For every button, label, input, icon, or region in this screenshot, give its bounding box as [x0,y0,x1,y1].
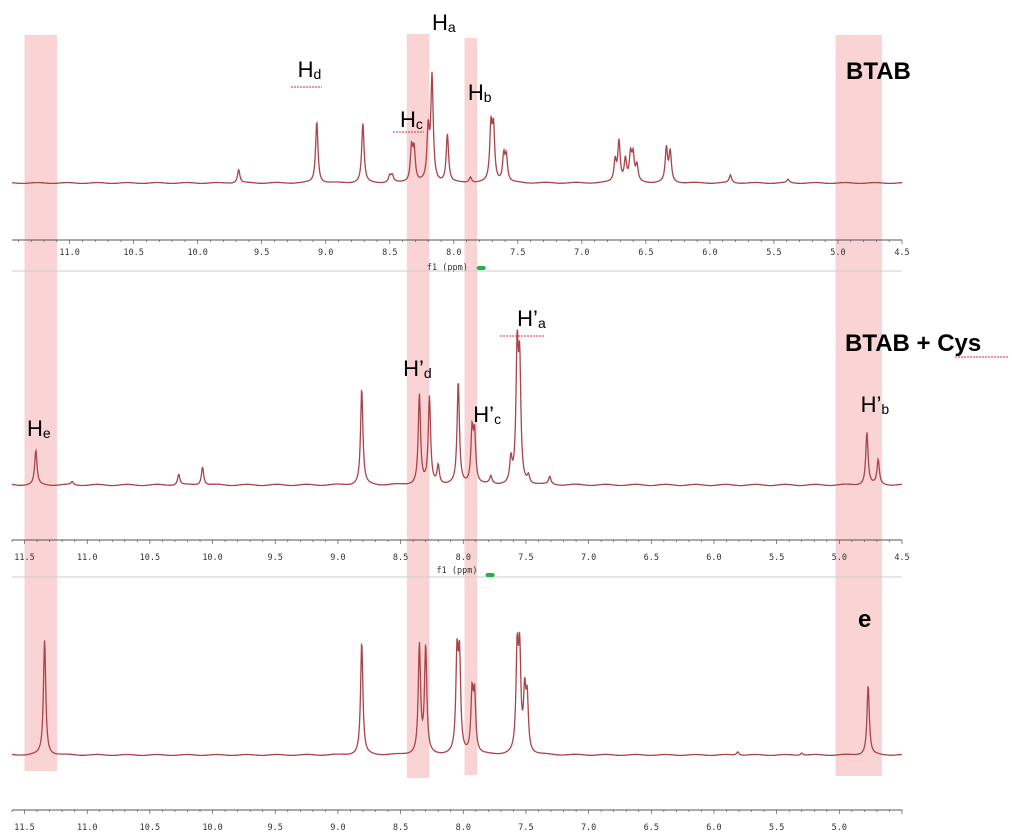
x-tick-label: 9.5 [268,823,283,833]
x-tick-label: 11.5 [14,823,34,833]
x-tick-label: 7.5 [510,248,525,258]
peak-label: Hb [468,80,492,105]
x-tick-label: 7.0 [574,248,589,258]
x-tick-label: 6.5 [638,248,653,258]
panel-title-btab: BTAB [846,58,911,85]
x-tick-label: 8.5 [393,823,408,833]
x-tick-label: 10.0 [187,248,207,258]
panel-title-btab-cys: BTAB + Cys [845,330,981,357]
x-tick-label: 5.5 [769,823,784,833]
highlight-bands [24,34,882,778]
x-tick-label: 7.5 [518,553,533,563]
peak-label: H’d [403,356,432,381]
x-tick-label: 5.0 [830,248,845,258]
highlight-band [24,35,58,771]
x-tick-label: 6.0 [706,823,721,833]
x-tick-label: 11.0 [77,823,97,833]
x-tick-label: 8.0 [456,553,471,563]
x-tick-label: 5.5 [766,248,781,258]
spectrum-panels: 11.0 10.5 10.0 9.5 9.0 8.5 8.0 7.5 7.0 6.5 6.0 5.5 5… [11,10,910,833]
x-tick-label: 9.5 [268,553,283,563]
x-tick-label: 11.5 [14,553,34,563]
x-tick-label: 9.0 [318,248,333,258]
x-tick-label: 4.5 [894,248,909,258]
peak-label: H’a [517,306,546,331]
x-tick-label: 7.5 [518,823,533,833]
x-tick-label: 6.5 [644,823,659,833]
x-tick-label: 6.5 [644,553,659,563]
spectrum-trace [11,71,903,185]
x-tick-label: 8.0 [446,248,461,258]
peak-label: Ha [432,10,456,35]
x-tick-label: 10.5 [140,823,160,833]
peak-label: He [27,416,51,441]
x-tick-label: 7.0 [581,553,596,563]
highlight-band [464,38,478,775]
x-tick-label: 10.0 [202,823,222,833]
x-tick-label: 5.5 [769,553,784,563]
spectrum-trace [11,329,903,487]
spectrum-panel: 11.0 10.5 10.0 9.5 9.0 8.5 8.0 7.5 7.0 6.5 6.0 5.5 5… [11,10,910,273]
highlight-band [406,34,430,778]
spectrum-panel: 11.5 11.0 10.5 10.0 9.5 9.0 8.5 8.0 7.5 7.0 6.5 6.0… [11,631,903,833]
x-tick-label: 9.0 [330,553,345,563]
scroll-marker [476,266,486,270]
panel-title-e: e [858,606,871,633]
x-tick-label: 9.5 [254,248,269,258]
x-tick-label: 6.0 [706,553,721,563]
x-tick-label: 5.0 [832,553,847,563]
x-tick-label: 9.0 [330,823,345,833]
peak-label: Hc [400,107,423,132]
peak-label: H’b [861,392,890,417]
highlight-band [835,35,882,776]
x-axis-title: f1 (ppm) [427,263,468,273]
x-tick-label: 5.0 [832,823,847,833]
x-tick-label: 10.0 [202,553,222,563]
x-axis-title: f1 (ppm) [437,566,478,576]
x-tick-label: 4.5 [894,553,909,563]
x-tick-label: 8.0 [456,823,471,833]
x-tick-label: 6.0 [702,248,717,258]
x-tick-label: 10.5 [123,248,143,258]
peak-label: Hd [298,57,322,82]
spectrum-trace [12,631,902,757]
x-tick-label: 10.5 [140,553,160,563]
x-tick-label: 11.0 [77,553,97,563]
x-tick-label: 8.5 [382,248,397,258]
x-tick-label: 8.5 [393,553,408,563]
spectrum-panel: 11.5 11.0 10.5 10.0 9.5 9.0 8.5 8.0 7.5 7.0 6.5 6.0… [11,306,910,578]
scroll-marker [485,573,495,577]
x-tick-label: 7.0 [581,823,596,833]
peak-label: H’c [473,402,501,427]
x-tick-label: 11.0 [59,248,79,258]
